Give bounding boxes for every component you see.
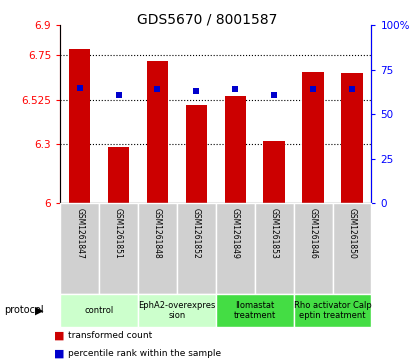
Point bbox=[271, 92, 278, 98]
Text: control: control bbox=[85, 306, 114, 315]
Bar bbox=[255, 203, 294, 294]
Bar bbox=[60, 203, 99, 294]
Bar bbox=[99, 203, 138, 294]
Point bbox=[232, 86, 239, 92]
Bar bbox=[138, 203, 177, 294]
Bar bbox=[225, 95, 246, 203]
Bar bbox=[216, 294, 294, 327]
Bar bbox=[186, 105, 207, 203]
Text: GSM1261848: GSM1261848 bbox=[153, 208, 162, 258]
Point bbox=[349, 86, 355, 92]
Text: GSM1261846: GSM1261846 bbox=[309, 208, 317, 259]
Bar bbox=[303, 72, 324, 203]
Bar bbox=[147, 61, 168, 203]
Bar bbox=[294, 294, 371, 327]
Point bbox=[76, 85, 83, 90]
Bar bbox=[294, 203, 332, 294]
Text: ■: ■ bbox=[54, 331, 64, 341]
Text: GDS5670 / 8001587: GDS5670 / 8001587 bbox=[137, 13, 278, 27]
Text: Rho activator Calp
eptin treatment: Rho activator Calp eptin treatment bbox=[294, 301, 371, 320]
Text: Ilomastat
treatment: Ilomastat treatment bbox=[234, 301, 276, 320]
Point bbox=[154, 86, 161, 92]
Text: GSM1261852: GSM1261852 bbox=[192, 208, 201, 258]
Bar bbox=[138, 294, 216, 327]
Bar bbox=[60, 294, 138, 327]
Text: ■: ■ bbox=[54, 348, 64, 358]
Text: percentile rank within the sample: percentile rank within the sample bbox=[68, 349, 222, 358]
Bar bbox=[69, 49, 90, 203]
Bar bbox=[108, 147, 129, 203]
Bar bbox=[264, 141, 285, 203]
Bar bbox=[177, 203, 216, 294]
Text: GSM1261851: GSM1261851 bbox=[114, 208, 123, 258]
Bar bbox=[216, 203, 255, 294]
Bar bbox=[332, 203, 371, 294]
Bar bbox=[341, 73, 363, 203]
Text: protocol: protocol bbox=[4, 305, 44, 315]
Point bbox=[115, 92, 122, 98]
Text: GSM1261847: GSM1261847 bbox=[75, 208, 84, 259]
Text: GSM1261853: GSM1261853 bbox=[270, 208, 278, 259]
Point bbox=[193, 88, 200, 94]
Point bbox=[310, 86, 316, 92]
Text: transformed count: transformed count bbox=[68, 331, 153, 340]
Text: GSM1261849: GSM1261849 bbox=[231, 208, 240, 259]
Text: EphA2-overexpres
sion: EphA2-overexpres sion bbox=[138, 301, 215, 320]
Text: GSM1261850: GSM1261850 bbox=[347, 208, 356, 259]
Text: ▶: ▶ bbox=[35, 305, 44, 315]
